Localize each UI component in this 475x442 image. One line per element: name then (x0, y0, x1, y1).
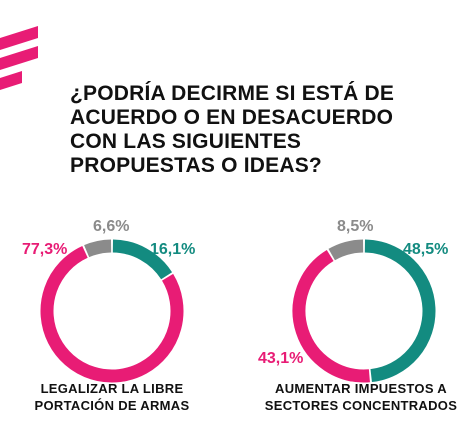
caption-impuestos: AUMENTAR IMPUESTOS A SECTORES CONCENTRAD… (251, 380, 471, 414)
caption-impuestos-line-1: AUMENTAR IMPUESTOS A (275, 381, 447, 396)
slice-label-agree-armas: 16,1% (150, 241, 196, 258)
caption-armas-line-1: LEGALIZAR LA LIBRE (40, 381, 184, 396)
slice-label-disagree-armas: 77,3% (22, 241, 68, 258)
slice-label-disagree-impuestos: 43,1% (258, 350, 304, 367)
donut-slice-noanswer (84, 239, 112, 258)
brand-logo-icon (0, 26, 38, 90)
caption-armas-line-2: PORTACIÓN DE ARMAS (34, 398, 190, 413)
title-line-2: ACUERDO O EN DESACUERDO (70, 106, 394, 129)
donut-chart-armas (40, 239, 184, 383)
donut-chart-impuestos (292, 239, 436, 383)
title-line-3: CON LAS SIGUIENTES (70, 130, 302, 153)
title-line-4: PROPUESTAS O IDEAS? (70, 154, 322, 177)
donut-slice-disagree (40, 245, 184, 383)
slice-label-noanswer-armas: 6,6% (93, 218, 130, 235)
donut-slice-agree (364, 239, 436, 383)
slice-label-noanswer-impuestos: 8,5% (337, 218, 374, 235)
slice-label-agree-impuestos: 48,5% (403, 241, 449, 258)
page-title: ¿PODRÍA DECIRME SI ESTÁ DE ACUERDO O EN … (70, 82, 470, 178)
caption-armas: LEGALIZAR LA LIBRE PORTACIÓN DE ARMAS (2, 380, 222, 414)
caption-impuestos-line-2: SECTORES CONCENTRADOS (264, 398, 458, 413)
donut-slice-disagree (292, 249, 370, 383)
donut-slice-noanswer (328, 239, 364, 261)
donut-slice-agree (112, 239, 173, 280)
title-line-1: ¿PODRÍA DECIRME SI ESTÁ DE (70, 82, 395, 105)
